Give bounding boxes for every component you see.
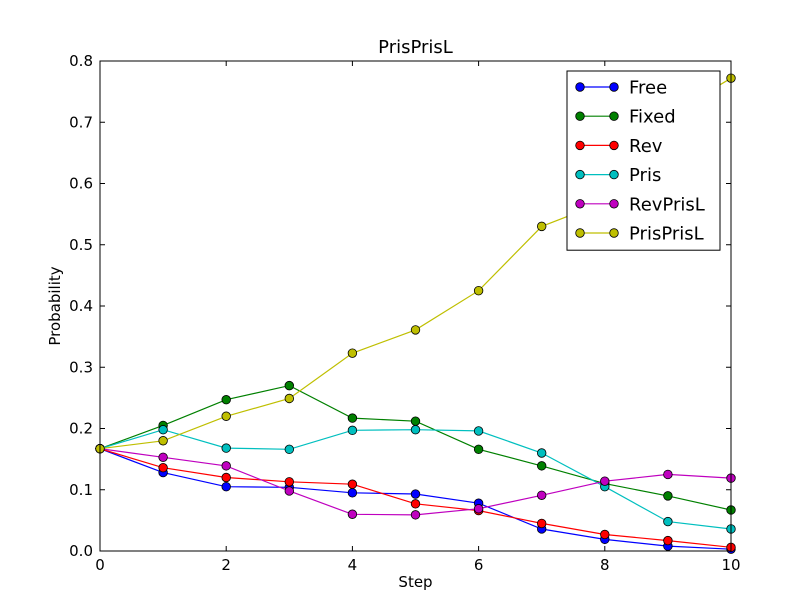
data-point-revprisl (284, 486, 295, 496)
legend-marker (575, 140, 585, 151)
data-point-revprisl (663, 469, 673, 480)
data-point-revprisl (158, 452, 168, 462)
legend-marker (609, 169, 619, 180)
data-point-revprisl (600, 476, 610, 486)
series-line-free (99, 448, 732, 550)
y-tick-label: 0.7 (69, 113, 93, 131)
data-point-free (221, 481, 231, 492)
x-tick-label: 8 (600, 556, 610, 574)
y-tick-label: 0.0 (69, 542, 93, 560)
data-point-rev (158, 463, 168, 473)
y-tick-label: 0.4 (69, 297, 93, 315)
legend-label: PrisPrisL (629, 224, 704, 245)
data-point-rev (347, 479, 358, 489)
data-point-rev (221, 472, 231, 483)
data-point-pris (537, 448, 547, 458)
data-point-revprisl (347, 509, 358, 519)
data-point-prisprisl (473, 285, 484, 296)
data-point-free (347, 488, 358, 498)
data-point-prisprisl (537, 221, 547, 232)
legend-marker (609, 82, 619, 92)
y-tick-label: 0.3 (69, 358, 93, 376)
y-tick-label: 0.2 (69, 420, 93, 438)
data-point-prisprisl (347, 348, 358, 358)
data-point-fixed (221, 395, 231, 405)
data-point-prisprisl (284, 393, 295, 404)
legend-label: Free (629, 78, 667, 99)
data-point-rev (410, 499, 421, 509)
data-point-free (410, 489, 421, 499)
x-tick-label: 0 (95, 556, 105, 574)
data-point-pris (158, 425, 168, 435)
data-point-pris (410, 425, 421, 435)
x-tick-label: 10 (721, 556, 740, 574)
data-point-prisprisl (158, 436, 168, 446)
x-axis-label: Step (398, 573, 432, 591)
legend-marker (575, 111, 585, 121)
legend-marker (575, 199, 585, 209)
legend-label: RevPrisL (629, 194, 705, 215)
y-tick-label: 0.8 (69, 52, 93, 70)
data-point-pris (347, 425, 358, 436)
data-point-fixed (473, 444, 484, 455)
y-tick-label: 0.6 (69, 175, 93, 193)
data-point-rev (600, 529, 610, 540)
y-tick-label: 0.1 (69, 481, 93, 499)
legend: Free Fixed Rev Pris RevPrisL PrisPrisL (566, 70, 721, 251)
data-point-pris (284, 444, 295, 455)
legend-marker (575, 169, 585, 180)
axes-layer: 0 2 4 6 8 10 0.0 0.1 0.2 0.3 0.4 0.5 0.6 0.7 0.8 (69, 52, 740, 574)
data-point-rev (284, 477, 295, 487)
legend-box (566, 70, 721, 251)
data-point-pris (221, 443, 231, 453)
legend-marker (609, 140, 619, 151)
data-point-prisprisl (221, 411, 231, 421)
data-point-prisprisl (410, 325, 421, 335)
legend-label: Pris (629, 165, 661, 186)
data-point-fixed (663, 491, 673, 501)
legend-marker (609, 111, 619, 121)
data-point-rev (663, 535, 673, 546)
data-point-fixed (410, 416, 421, 426)
x-tick-label: 4 (348, 556, 358, 574)
data-point-fixed (347, 413, 358, 423)
data-point-revprisl (473, 504, 484, 514)
data-point-pris (663, 516, 673, 527)
x-tick-label: 2 (221, 556, 231, 574)
legend-marker (575, 82, 585, 92)
data-point-revprisl (410, 510, 421, 520)
legend-marker (575, 228, 585, 238)
data-point-rev (537, 518, 547, 529)
legend-marker (609, 199, 619, 209)
chart-title: PrisPrisL (378, 37, 453, 58)
y-axis-label: Probability (46, 266, 64, 345)
y-tick-label: 0.5 (69, 236, 93, 254)
data-point-fixed (537, 461, 547, 471)
data-point-revprisl (537, 490, 547, 500)
data-point-revprisl (221, 461, 231, 471)
x-tick-label: 6 (474, 556, 484, 574)
data-point-pris (473, 426, 484, 436)
legend-label: Fixed (629, 107, 676, 128)
legend-label: Rev (629, 136, 663, 157)
legend-marker (609, 228, 619, 238)
data-point-fixed (284, 380, 295, 391)
